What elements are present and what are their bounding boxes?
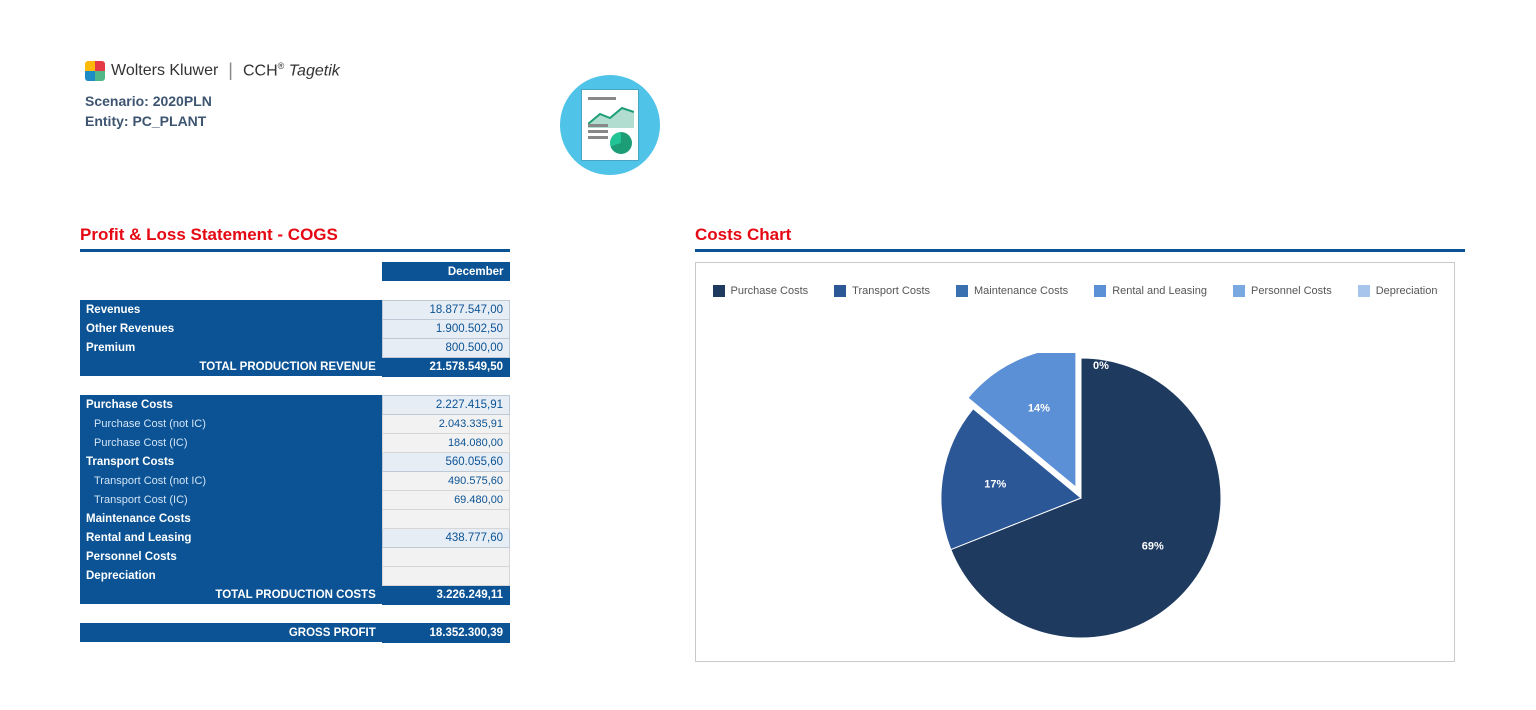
legend-personnel: Personnel Costs bbox=[1233, 285, 1332, 297]
pl-panel: Profit & Loss Statement - COGS December … bbox=[80, 225, 510, 643]
pl-header-month: December bbox=[382, 262, 509, 281]
row-gross-profit: GROSS PROFIT 18.352.300,39 bbox=[80, 623, 510, 642]
brand-cch-label: CCH bbox=[243, 62, 278, 79]
svg-text:17%: 17% bbox=[984, 478, 1006, 490]
brand-row: Wolters Kluwer | CCH® Tagetik bbox=[85, 60, 340, 81]
swatch-depreciation bbox=[1358, 285, 1370, 297]
pl-rule bbox=[80, 249, 510, 252]
swatch-transport bbox=[834, 285, 846, 297]
legend-depreciation: Depreciation bbox=[1358, 285, 1438, 297]
scenario-label: Scenario: 2020PLN bbox=[85, 93, 340, 109]
row-other-revenues: Other Revenues 1.900.502,50 bbox=[80, 319, 510, 338]
chart-box: Purchase Costs Transport Costs Maintenan… bbox=[695, 262, 1455, 662]
report-badge-icon bbox=[560, 75, 660, 175]
pl-header-row: December bbox=[80, 262, 510, 281]
row-purchase-costs: Purchase Costs 2.227.415,91 bbox=[80, 395, 510, 414]
legend-purchase: Purchase Costs bbox=[713, 285, 809, 297]
row-transport-costs: Transport Costs 560.055,60 bbox=[80, 452, 510, 471]
svg-text:14%: 14% bbox=[1028, 403, 1050, 415]
row-depreciation: Depreciation bbox=[80, 566, 510, 585]
legend-transport: Transport Costs bbox=[834, 285, 930, 297]
report-doc-icon bbox=[581, 89, 639, 161]
pl-title: Profit & Loss Statement - COGS bbox=[80, 225, 510, 245]
entity-label: Entity: PC_PLANT bbox=[85, 113, 340, 129]
brand-separator: | bbox=[228, 60, 233, 81]
row-personnel: Personnel Costs bbox=[80, 547, 510, 566]
row-transport-not-ic: Transport Cost (not IC) 490.575,60 bbox=[80, 471, 510, 490]
legend-rental: Rental and Leasing bbox=[1094, 285, 1207, 297]
row-purchase-ic: Purchase Cost (IC) 184.080,00 bbox=[80, 433, 510, 452]
row-purchase-not-ic: Purchase Cost (not IC) 2.043.335,91 bbox=[80, 414, 510, 433]
pie-chart: 69%17%0%14%0% bbox=[936, 353, 1226, 643]
pl-table: December Revenues 18.877.547,00 Other Re… bbox=[80, 262, 510, 643]
header: Wolters Kluwer | CCH® Tagetik Scenario: … bbox=[85, 60, 340, 129]
brand-wk-text: Wolters Kluwer bbox=[111, 62, 218, 80]
brand-tagetik-label: Tagetik bbox=[289, 62, 340, 79]
cell-value: 18.877.547,00 bbox=[382, 300, 509, 319]
swatch-personnel bbox=[1233, 285, 1245, 297]
row-transport-ic: Transport Cost (IC) 69.480,00 bbox=[80, 490, 510, 509]
row-total-revenue: TOTAL PRODUCTION REVENUE 21.578.549,50 bbox=[80, 357, 510, 376]
row-revenues: Revenues 18.877.547,00 bbox=[80, 300, 510, 319]
chart-rule bbox=[695, 249, 1465, 252]
row-maintenance: Maintenance Costs bbox=[80, 509, 510, 528]
pl-header-empty bbox=[80, 262, 382, 281]
brand-reg-mark: ® bbox=[278, 61, 285, 71]
brand-cch-text: CCH® Tagetik bbox=[243, 61, 340, 80]
chart-legend: Purchase Costs Transport Costs Maintenan… bbox=[696, 285, 1454, 297]
brand-logo-icon bbox=[85, 61, 105, 81]
chart-panel: Costs Chart Purchase Costs Transport Cos… bbox=[695, 225, 1465, 662]
legend-maintenance: Maintenance Costs bbox=[956, 285, 1068, 297]
swatch-maintenance bbox=[956, 285, 968, 297]
swatch-rental bbox=[1094, 285, 1106, 297]
chart-title: Costs Chart bbox=[695, 225, 1465, 245]
row-premium: Premium 800.500,00 bbox=[80, 338, 510, 357]
row-rental: Rental and Leasing 438.777,60 bbox=[80, 528, 510, 547]
svg-text:69%: 69% bbox=[1142, 541, 1164, 553]
svg-text:0%: 0% bbox=[1093, 360, 1109, 372]
cell-label: Revenues bbox=[80, 300, 382, 319]
swatch-purchase bbox=[713, 285, 725, 297]
row-total-costs: TOTAL PRODUCTION COSTS 3.226.249,11 bbox=[80, 585, 510, 604]
